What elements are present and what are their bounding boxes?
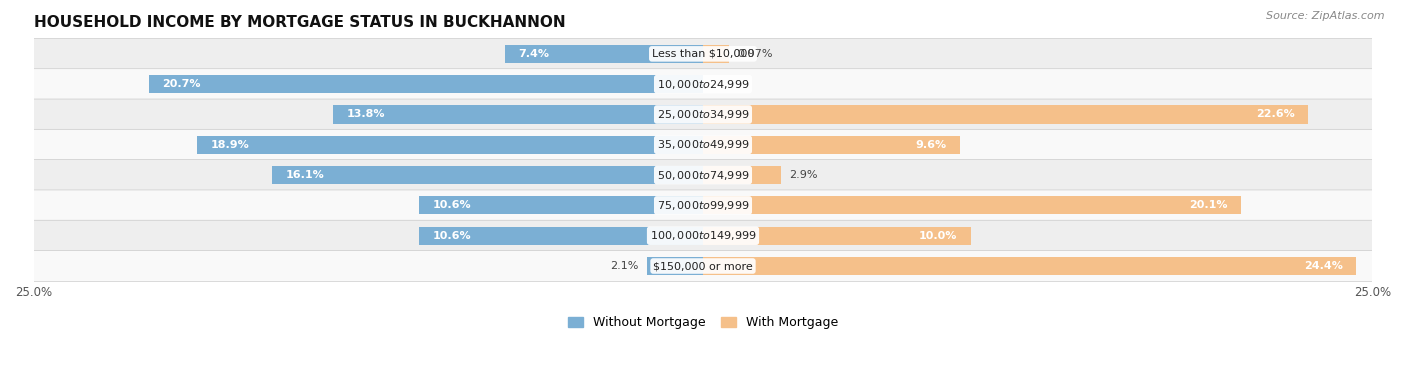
Text: 13.8%: 13.8%	[347, 109, 385, 120]
Text: $25,000 to $34,999: $25,000 to $34,999	[657, 108, 749, 121]
Text: 20.7%: 20.7%	[162, 79, 201, 89]
FancyBboxPatch shape	[34, 220, 1372, 251]
Text: $75,000 to $99,999: $75,000 to $99,999	[657, 199, 749, 212]
FancyBboxPatch shape	[34, 69, 1372, 100]
Text: 16.1%: 16.1%	[285, 170, 323, 180]
Bar	[703, 227, 970, 245]
Bar	[703, 257, 1357, 275]
Bar	[271, 166, 703, 184]
Bar	[505, 45, 703, 63]
Text: 10.0%: 10.0%	[920, 231, 957, 241]
Text: HOUSEHOLD INCOME BY MORTGAGE STATUS IN BUCKHANNON: HOUSEHOLD INCOME BY MORTGAGE STATUS IN B…	[34, 15, 565, 30]
Bar	[197, 136, 703, 154]
Text: $35,000 to $49,999: $35,000 to $49,999	[657, 138, 749, 151]
FancyBboxPatch shape	[34, 38, 1372, 69]
Text: Source: ZipAtlas.com: Source: ZipAtlas.com	[1267, 11, 1385, 21]
Text: Less than $10,000: Less than $10,000	[652, 49, 754, 59]
FancyBboxPatch shape	[34, 159, 1372, 190]
Legend: Without Mortgage, With Mortgage: Without Mortgage, With Mortgage	[568, 316, 838, 329]
Bar	[647, 257, 703, 275]
Text: $10,000 to $24,999: $10,000 to $24,999	[657, 78, 749, 91]
Text: 9.6%: 9.6%	[915, 140, 946, 150]
Text: 10.6%: 10.6%	[433, 201, 471, 210]
Text: 20.1%: 20.1%	[1189, 201, 1227, 210]
Text: 24.4%: 24.4%	[1305, 261, 1343, 271]
Bar	[703, 106, 1308, 124]
Bar	[149, 75, 703, 93]
Text: $50,000 to $74,999: $50,000 to $74,999	[657, 169, 749, 182]
FancyBboxPatch shape	[34, 190, 1372, 221]
Text: $100,000 to $149,999: $100,000 to $149,999	[650, 229, 756, 242]
Text: 2.9%: 2.9%	[789, 170, 817, 180]
Text: 10.6%: 10.6%	[433, 231, 471, 241]
Text: 22.6%: 22.6%	[1256, 109, 1295, 120]
FancyBboxPatch shape	[34, 99, 1372, 130]
Bar	[419, 196, 703, 215]
Text: 2.1%: 2.1%	[610, 261, 638, 271]
Text: 0.97%: 0.97%	[737, 49, 772, 59]
Text: 18.9%: 18.9%	[211, 140, 249, 150]
Bar	[703, 196, 1241, 215]
Bar	[703, 45, 728, 63]
Bar	[333, 106, 703, 124]
Bar	[703, 136, 960, 154]
Bar	[419, 227, 703, 245]
FancyBboxPatch shape	[34, 129, 1372, 160]
Bar	[703, 166, 780, 184]
Text: 7.4%: 7.4%	[519, 49, 550, 59]
FancyBboxPatch shape	[34, 251, 1372, 282]
Text: $150,000 or more: $150,000 or more	[654, 261, 752, 271]
